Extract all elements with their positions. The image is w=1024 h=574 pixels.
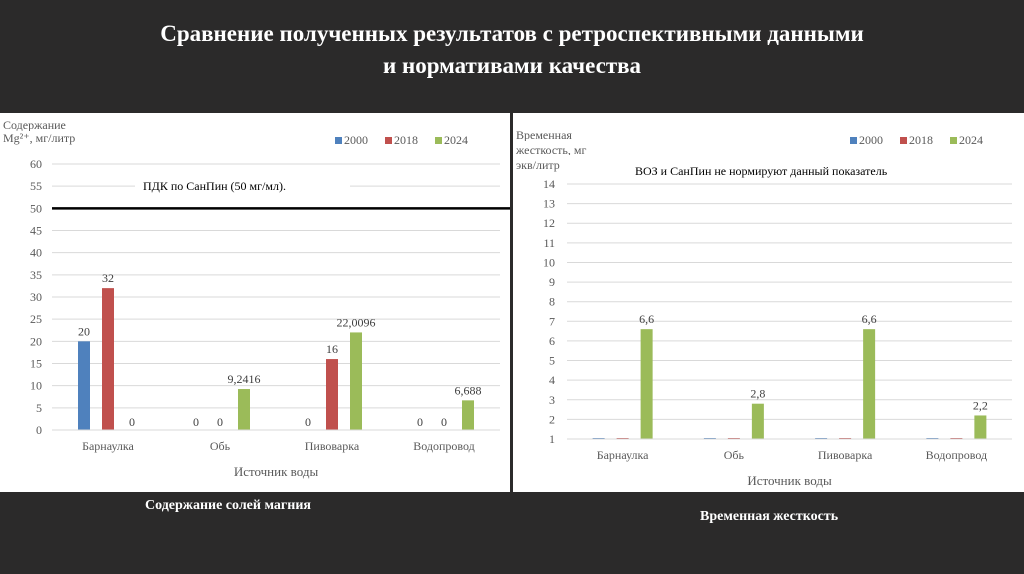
data-label: 16	[326, 342, 338, 356]
x-axis-title: Источник воды	[234, 464, 319, 479]
data-label: 6,688	[455, 383, 482, 397]
x-tick-label: Водопровод	[413, 439, 475, 453]
title-line-2: и нормативами качества	[382, 53, 642, 78]
bar-2024	[974, 415, 987, 439]
x-tick-label: Водопровод	[926, 448, 988, 462]
y-tick-label: 13	[543, 197, 555, 211]
x-tick-label: Пивоварка	[818, 448, 873, 462]
annotation-text: ВОЗ и СанПин не нормируют данный показат…	[635, 164, 888, 178]
legend-swatch-2018	[385, 137, 392, 144]
data-label: 0	[417, 415, 423, 429]
legend-label-2024: 2024	[444, 133, 468, 147]
data-label: 22,0096	[337, 315, 376, 329]
y-tick-label: 10	[543, 255, 555, 269]
y-tick-label: 35	[30, 268, 42, 282]
x-tick-label: Барнаулка	[597, 448, 649, 462]
data-label: 9,2416	[228, 372, 261, 386]
x-axis-title: Источник воды	[747, 473, 832, 488]
y-axis-label: Временная	[516, 128, 572, 142]
y-tick-label: 50	[30, 201, 42, 215]
y-axis-label: Содержание	[3, 118, 66, 132]
annotation-bg	[595, 158, 970, 182]
y-tick-label: 8	[549, 295, 555, 309]
legend-label-2000: 2000	[859, 133, 883, 147]
x-tick-label: Обь	[724, 448, 745, 462]
ylabel-bg	[513, 141, 593, 155]
reference-label-bg	[135, 176, 350, 197]
y-tick-label: 20	[30, 334, 42, 348]
y-tick-label: 5	[36, 401, 42, 415]
data-label: 6,6	[639, 312, 654, 326]
y-tick-label: 2	[549, 412, 555, 426]
chart-svg: 0 5 10 15 20 25 30 35 40 45 50 55 60 СодержаниеMg²⁺, …	[0, 117, 510, 479]
caption-magnesium: Содержание солей магния	[145, 498, 311, 513]
bar-2024	[863, 329, 876, 439]
title-line-1: Сравнение полученных результатов с ретро…	[160, 21, 864, 46]
y-tick-label: 25	[30, 312, 42, 326]
bar-2024	[462, 400, 474, 430]
y-tick-label: 55	[30, 179, 42, 193]
y-tick-label: 3	[549, 393, 555, 407]
legend-swatch-2018	[900, 137, 907, 144]
legend-swatch-2000	[850, 137, 857, 144]
ylabel-bg	[0, 131, 85, 145]
data-label: 6,6	[862, 312, 877, 326]
data-label: 0	[305, 415, 311, 429]
reference-line-label: ПДК по СанПин (50 мг/мл).	[143, 179, 286, 193]
y-tick-label: 60	[30, 157, 42, 171]
y-tick-label: 0	[36, 423, 42, 437]
bar-2024	[238, 389, 250, 430]
caption-hardness: Временная жесткость	[700, 509, 839, 524]
y-tick-label: 15	[30, 357, 42, 371]
y-axis-label: Mg²⁺, мг/литр	[3, 131, 75, 145]
y-tick-label: 10	[30, 379, 42, 393]
bar-2024	[350, 332, 362, 430]
y-tick-label: 7	[549, 314, 555, 328]
legend-label-2018: 2018	[394, 133, 418, 147]
data-label: 20	[78, 324, 90, 338]
bar-2018	[102, 288, 114, 430]
y-tick-label: 45	[30, 224, 42, 238]
y-tick-label: 40	[30, 246, 42, 260]
y-tick-label: 14	[543, 177, 555, 191]
data-label: 0	[441, 415, 447, 429]
y-tick-label: 11	[543, 236, 555, 250]
hardness-chart: 1 2 3 4 5 6 7 8 9 10 11 12 13 14 Временная жесткость, м…	[513, 113, 1024, 492]
bar-2024	[751, 403, 764, 439]
data-label: 32	[102, 271, 114, 285]
x-tick-label: Обь	[210, 439, 231, 453]
legend-swatch-2024	[435, 137, 442, 144]
bar-2000	[78, 341, 90, 430]
y-tick-label: 5	[549, 354, 555, 368]
x-tick-label: Барнаулка	[82, 439, 134, 453]
legend-swatch-2000	[335, 137, 342, 144]
y-axis-label: экв/литр	[516, 158, 560, 172]
y-tick-label: 30	[30, 290, 42, 304]
y-tick-label: 12	[543, 216, 555, 230]
ylabel-bg	[513, 155, 593, 169]
legend-label-2024: 2024	[959, 133, 983, 147]
data-label: 2,2	[973, 398, 988, 412]
ylabel-bg	[513, 127, 593, 141]
slide-title: Сравнение полученных результатов с ретро…	[0, 18, 1024, 82]
data-label: 0	[217, 415, 223, 429]
data-label: 2,8	[750, 387, 765, 401]
y-tick-label: 4	[549, 373, 555, 387]
y-tick-label: 6	[549, 334, 555, 348]
y-axis-label: жесткость, мг	[515, 143, 586, 157]
y-tick-label: 9	[549, 275, 555, 289]
y-tick-label: 1	[549, 432, 555, 446]
bar-2018	[326, 359, 338, 430]
ylabel-bg	[0, 117, 85, 131]
data-label: 0	[193, 415, 199, 429]
x-tick-label: Пивоварка	[305, 439, 360, 453]
data-label: 0	[129, 415, 135, 429]
bar-2024	[640, 329, 653, 439]
legend-swatch-2024	[950, 137, 957, 144]
magnesium-chart: 0 5 10 15 20 25 30 35 40 45 50 55 60 Содержание Mg²⁺, …	[0, 113, 510, 492]
legend-label-2018: 2018	[909, 133, 933, 147]
legend-label-2000: 2000	[344, 133, 368, 147]
